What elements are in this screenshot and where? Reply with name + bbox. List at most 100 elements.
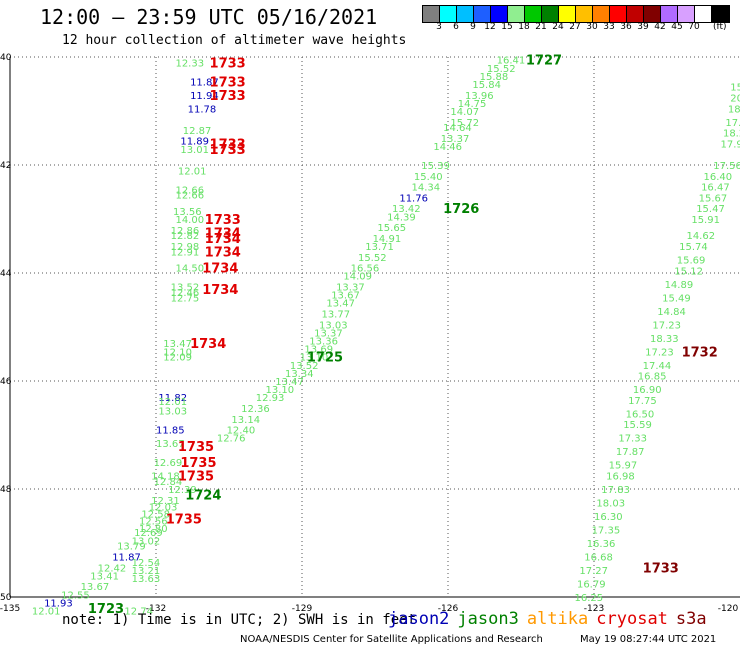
pass-time-label: 1733 <box>205 213 241 228</box>
colorbar-swatch <box>542 6 559 22</box>
colorbar-label: 45 <box>671 22 683 32</box>
colorbar-swatch <box>423 6 440 22</box>
swh-value: 12.01 <box>158 397 187 408</box>
colorbar-label: 3 <box>436 22 442 32</box>
pass-time-label: 1734 <box>205 232 241 247</box>
swh-value: 11.87 <box>112 553 141 564</box>
swh-value: 13.37 <box>314 328 343 339</box>
swh-value: 12.01 <box>32 607 61 618</box>
swh-value: 12.91 <box>171 247 200 258</box>
colorbar-swatch <box>525 6 542 22</box>
satellite-legend: jason2 jason3 altika cryosat s3a <box>388 609 715 629</box>
colorbar-swatch <box>559 6 576 22</box>
swh-value: 14.34 <box>412 183 441 194</box>
swh-value: 12.82 <box>171 231 200 242</box>
colorbar-label: 36 <box>620 22 632 32</box>
swh-value: 12.93 <box>256 393 285 404</box>
swh-value: 16.79 <box>577 580 606 591</box>
swh-value: 12.66 <box>175 191 204 202</box>
swh-value: 12.03 <box>149 502 178 513</box>
colorbar-swatch <box>644 6 661 22</box>
colorbar-unit: (ft) <box>713 22 727 32</box>
lat-tick-label: 46 <box>0 377 12 387</box>
pass-time-label: 1733 <box>210 143 246 158</box>
swh-value: 13.14 <box>231 415 260 426</box>
swh-value: 12.76 <box>217 434 246 445</box>
swh-value: 17.23 <box>645 347 674 358</box>
swh-value: 14.09 <box>343 272 372 283</box>
swh-value: 16.40 <box>704 172 733 183</box>
swh-value: 16.98 <box>606 472 635 483</box>
swh-value: 14.91 <box>373 234 402 245</box>
colorbar-swatch <box>576 6 593 22</box>
pass-time-label: 1734 <box>190 337 226 352</box>
swh-value: 15.67 <box>699 193 728 204</box>
swh-value: 16.25 <box>575 593 604 604</box>
legend-jason3: jason3 <box>457 609 519 629</box>
colorbar-swatch <box>661 6 678 22</box>
colorbar-label: 24 <box>552 22 564 32</box>
swh-value: 12.69 <box>134 528 163 539</box>
swh-value: 14.46 <box>433 142 462 153</box>
pass-time-label: 1733 <box>210 137 246 152</box>
swh-value: 12.39 <box>168 485 197 496</box>
swh-value: 16.50 <box>626 409 655 420</box>
swh-value: 13.67 <box>81 582 110 593</box>
pass-time-label: 1733 <box>210 56 246 71</box>
swh-value: 13.67 <box>331 291 360 302</box>
swh-value: 16.90 <box>633 385 662 396</box>
swh-value: 13.52 <box>171 283 200 294</box>
pass-time-label: 1726 <box>443 202 479 217</box>
legend-s3a: s3a <box>675 609 707 629</box>
swh-value: 16.30 <box>594 512 623 523</box>
swh-value: 14.62 <box>686 231 715 242</box>
swh-value: 12.10 <box>163 347 192 358</box>
swh-value: 15.49 <box>662 293 691 304</box>
lat-tick-label: 44 <box>0 269 12 279</box>
swh-value: 12.46 <box>171 288 200 299</box>
swh-value: 15.65 <box>377 223 406 234</box>
lon-tick-label: -132 <box>146 604 166 614</box>
swh-value: 17.96 <box>721 139 740 150</box>
swh-value: 11.85 <box>156 426 185 437</box>
lat-tick-label: 42 <box>0 161 11 171</box>
swh-value: 13.47 <box>275 377 304 388</box>
colorbar-swatch <box>508 6 525 22</box>
swh-value: 17.58 <box>725 118 740 129</box>
swh-value: 11.87 <box>190 77 219 88</box>
colorbar-swatch <box>457 6 474 22</box>
colorbar-label: 39 <box>637 22 649 32</box>
swh-value: 17.33 <box>618 434 647 445</box>
lon-tick-label: -123 <box>584 604 604 614</box>
pass-time-label: 1735 <box>178 470 214 485</box>
swh-value: 13.67 <box>156 439 185 450</box>
swh-value: 11.89 <box>180 137 209 148</box>
swh-value: 13.03 <box>319 320 348 331</box>
swh-value: 12.31 <box>151 496 180 507</box>
colorbar-swatch <box>440 6 457 22</box>
swh-value: 15.97 <box>609 461 638 472</box>
swh-value: 15.39 <box>421 161 450 172</box>
swh-value: 13.10 <box>300 353 329 364</box>
swh-value: 13.47 <box>163 339 192 350</box>
swh-value: 12.56 <box>139 516 168 527</box>
pass-time-label: 1735 <box>166 513 202 528</box>
colorbar-label: 33 <box>603 22 615 32</box>
swh-value: 14.07 <box>450 107 479 118</box>
colorbar-swatch <box>491 6 508 22</box>
swh-value: 15.52 <box>358 253 387 264</box>
swh-value: 13.79 <box>117 542 146 553</box>
pass-time-label: 1735 <box>180 456 216 471</box>
page-subtitle: 12 hour collection of altimeter wave hei… <box>62 33 407 48</box>
swh-value: 13.77 <box>321 310 350 321</box>
swh-value: 12.40 <box>227 426 256 437</box>
swh-value: 11.78 <box>188 104 217 115</box>
pass-time-label: 1732 <box>682 345 718 360</box>
swh-value: 13.52 <box>290 361 319 372</box>
colorbar-label: 9 <box>470 22 476 32</box>
swh-value: 16.36 <box>587 539 616 550</box>
legend-altika: altika <box>526 609 589 629</box>
swh-value: 12.54 <box>132 558 161 569</box>
swh-value: 17.83 <box>601 485 630 496</box>
swh-value: 17.23 <box>652 320 681 331</box>
